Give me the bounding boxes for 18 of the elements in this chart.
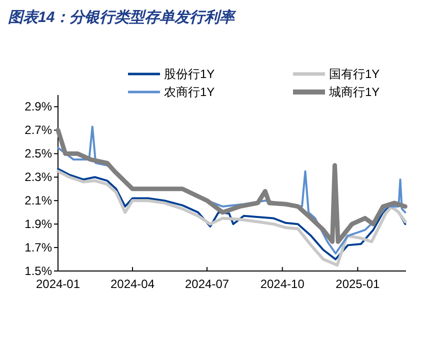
y-tick-label: 2.1%: [24, 194, 52, 208]
y-tick-label: 2.5%: [24, 146, 52, 161]
title: 图表14：分银行类型存单发行利率: [8, 9, 235, 26]
x-tick-label: 2024-07: [185, 277, 230, 291]
y-tick-label: 1.9%: [24, 217, 52, 232]
legend-label: 股份行1Y: [164, 67, 215, 81]
y-tick-label: 2.9%: [24, 100, 52, 114]
legend-label: 农商行1Y: [164, 85, 215, 99]
y-tick-label: 1.5%: [24, 264, 52, 278]
y-tick-label: 1.7%: [24, 240, 52, 255]
x-tick-label: 2024-01: [36, 277, 80, 291]
y-tick-label: 2.7%: [24, 123, 52, 138]
x-tick-label: 2024-04: [110, 277, 155, 291]
legend-label: 城商行1Y: [328, 85, 380, 99]
x-tick-label: 2025-01: [336, 277, 380, 291]
legend-label: 国有行1Y: [329, 67, 380, 81]
x-tick-label: 2024-10: [260, 277, 305, 291]
y-tick-label: 2.3%: [24, 170, 52, 184]
